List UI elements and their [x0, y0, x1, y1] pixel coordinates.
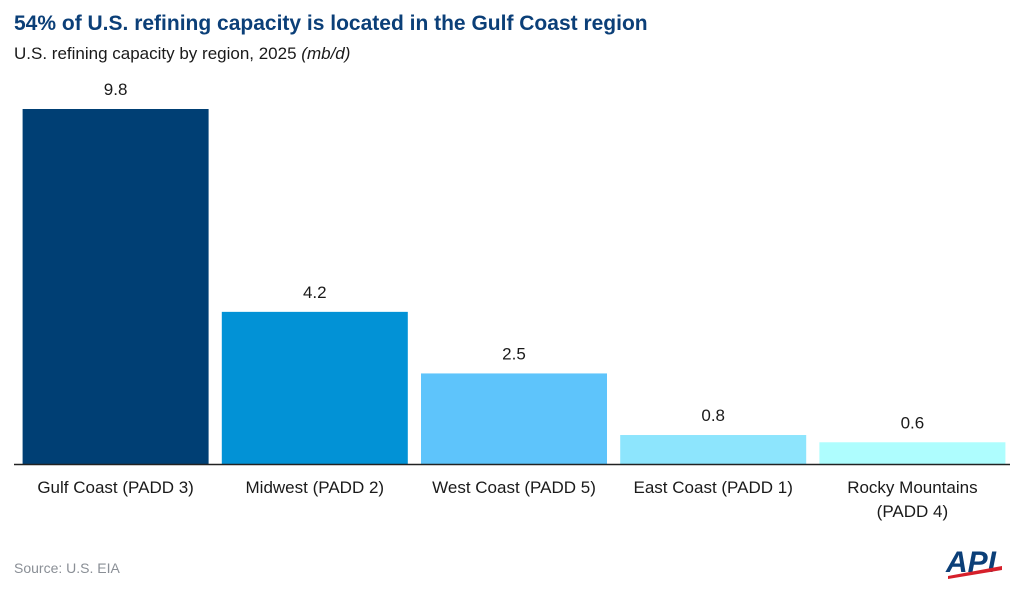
- category-label-5-2: (PADD 4): [877, 502, 948, 521]
- category-label-5-1: Rocky Mountains: [847, 478, 977, 497]
- data-label-5: 0.6: [901, 413, 925, 432]
- api-logo: API: [945, 546, 1002, 579]
- bar-1: [22, 109, 209, 464]
- category-label-1-1: Gulf Coast (PADD 3): [37, 478, 194, 497]
- data-label-3: 2.5: [502, 344, 526, 363]
- category-label-3-1: West Coast (PADD 5): [432, 478, 596, 497]
- category-label-4-1: East Coast (PADD 1): [634, 478, 793, 497]
- source-note: Source: U.S. EIA: [14, 560, 120, 576]
- bar-chart: 9.8 Gulf Coast (PADD 3) 4.2 Midwest (PADD 2…: [14, 80, 1010, 521]
- bar-2: [221, 311, 408, 464]
- data-label-1: 9.8: [104, 80, 128, 99]
- bar-5: [819, 442, 1006, 464]
- subtitle-text: U.S. refining capacity by region, 2025: [14, 44, 297, 63]
- bar-3: [421, 373, 607, 464]
- data-label-2: 4.2: [303, 283, 327, 302]
- bar-4: [620, 435, 807, 464]
- category-label-2-1: Midwest (PADD 2): [246, 478, 385, 497]
- data-label-4: 0.8: [701, 406, 725, 425]
- chart-title: 54% of U.S. refining capacity is located…: [14, 12, 648, 35]
- subtitle-unit: (mb/d): [301, 44, 351, 63]
- chart-subtitle: U.S. refining capacity by region, 2025 (…: [14, 44, 350, 64]
